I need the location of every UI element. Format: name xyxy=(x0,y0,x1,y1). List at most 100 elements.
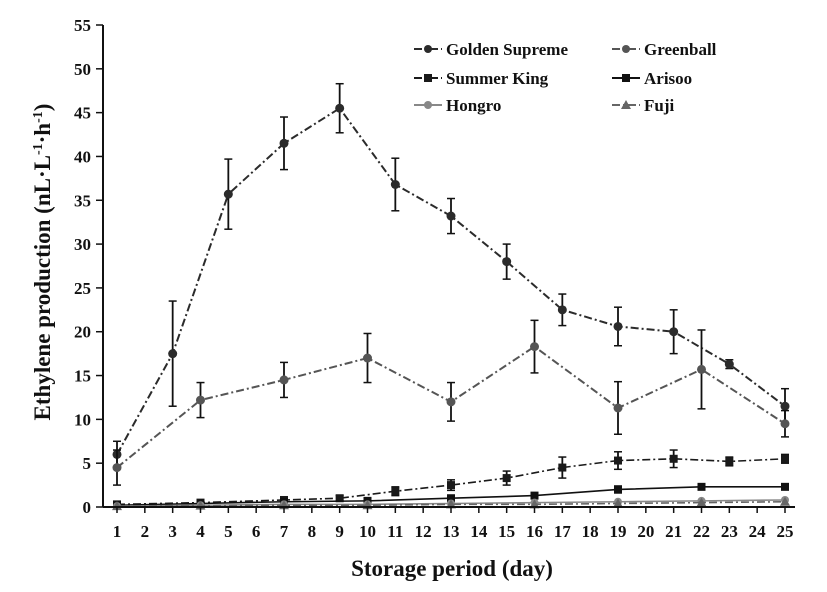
x-tick-label: 13 xyxy=(443,522,460,541)
legend-item: Fuji xyxy=(612,96,675,115)
x-tick-label: 2 xyxy=(141,522,150,541)
x-tick-label: 16 xyxy=(526,522,543,541)
y-tick-label: 25 xyxy=(74,279,91,298)
legend-label: Hongro xyxy=(446,96,501,115)
y-axis-title-mid: ·h xyxy=(30,123,55,144)
y-axis-title-sup1: -1 xyxy=(31,143,46,155)
data-point xyxy=(724,359,734,369)
data-point xyxy=(613,498,623,508)
data-point xyxy=(669,327,679,337)
x-tick-label: 23 xyxy=(721,522,738,541)
y-axis-title-prefix: Ethylene production (nL·L xyxy=(30,155,55,420)
y-tick-label: 10 xyxy=(74,410,91,429)
data-point xyxy=(335,494,344,503)
x-tick-label: 7 xyxy=(280,522,289,541)
data-point xyxy=(780,496,790,506)
data-point xyxy=(502,474,511,483)
x-tick-label: 14 xyxy=(470,522,488,541)
data-point xyxy=(725,457,734,466)
series-golden-supreme xyxy=(112,82,790,469)
x-tick-label: 12 xyxy=(415,522,432,541)
data-point xyxy=(502,257,512,267)
x-tick-label: 24 xyxy=(749,522,767,541)
data-point xyxy=(447,481,455,490)
x-tick-label: 17 xyxy=(554,522,572,541)
y-axis-title-sup2: -1 xyxy=(31,111,46,123)
x-tick-label: 8 xyxy=(308,522,317,541)
legend-marker xyxy=(622,74,630,82)
x-tick-label: 25 xyxy=(777,522,794,541)
data-point xyxy=(390,179,400,189)
y-tick-label: 50 xyxy=(74,60,91,79)
x-tick-label: 21 xyxy=(665,522,682,541)
legend-marker xyxy=(424,74,432,82)
axes xyxy=(96,24,795,513)
y-axis-title: Ethylene production (nL·L-1·h-1) xyxy=(30,104,55,421)
series-arisoo xyxy=(113,482,789,510)
x-tick-label: 5 xyxy=(224,522,233,541)
legend-item: Summer King xyxy=(414,69,549,88)
data-point xyxy=(669,454,678,463)
legend-label: Greenball xyxy=(644,40,717,59)
data-point xyxy=(613,403,623,413)
data-point xyxy=(557,305,567,315)
data-point xyxy=(335,103,345,113)
y-tick-label: 45 xyxy=(74,104,91,123)
y-tick-label: 20 xyxy=(74,323,91,342)
legend-marker xyxy=(621,100,631,109)
data-point xyxy=(780,401,790,411)
data-point xyxy=(697,482,706,491)
legend: Golden Supreme Greenball Summer King Arisoo… xyxy=(414,40,717,115)
series-line xyxy=(116,500,786,507)
data-point xyxy=(196,395,205,405)
y-axis-title-suffix: ) xyxy=(30,104,55,112)
y-tick-label: 5 xyxy=(83,454,92,473)
x-tick-label: 1 xyxy=(113,522,122,541)
legend-marker xyxy=(424,45,432,53)
legend-marker xyxy=(424,101,432,109)
data-point xyxy=(223,189,233,199)
data-point xyxy=(780,419,790,429)
data-point xyxy=(530,342,539,352)
legend-marker xyxy=(622,45,630,53)
y-tick-label: 35 xyxy=(74,191,91,210)
x-tick-label: 18 xyxy=(582,522,599,541)
legend-item: Golden Supreme xyxy=(414,40,568,59)
y-tick-label: 40 xyxy=(74,147,91,166)
data-point xyxy=(446,397,456,407)
x-tick-label: 11 xyxy=(387,522,403,541)
data-point xyxy=(447,494,455,503)
legend-item: Arisoo xyxy=(612,69,692,88)
data-point xyxy=(614,485,622,494)
data-point xyxy=(614,456,622,465)
x-tick-label: 4 xyxy=(196,522,205,541)
legend-item: Hongro xyxy=(414,96,501,115)
y-tick-label: 15 xyxy=(74,367,91,386)
x-tick-label: 9 xyxy=(335,522,344,541)
x-tick-label: 15 xyxy=(498,522,515,541)
data-point xyxy=(363,353,372,363)
y-tick-labels: 0 5 10 15 20 25 30 35 40 45 50 55 xyxy=(74,16,91,517)
data-point xyxy=(530,491,539,500)
x-tick-label: 3 xyxy=(168,522,177,541)
y-tick-label: 30 xyxy=(74,235,91,254)
data-point xyxy=(279,375,289,385)
legend-label: Golden Supreme xyxy=(446,40,568,59)
series-greenball xyxy=(112,319,790,486)
data-point xyxy=(168,349,178,359)
data-point xyxy=(613,321,623,331)
legend-label: Fuji xyxy=(644,96,675,115)
y-tick-label: 0 xyxy=(83,498,92,517)
legend-item: Greenball xyxy=(612,40,717,59)
data-point xyxy=(446,211,456,221)
data-point xyxy=(391,487,400,496)
x-tick-label: 10 xyxy=(359,522,376,541)
legend-label: Arisoo xyxy=(644,69,692,88)
x-axis-title: Storage period (day) xyxy=(351,556,553,581)
data-point xyxy=(781,454,789,463)
data-point xyxy=(558,463,567,472)
x-tick-label: 22 xyxy=(693,522,710,541)
data-point xyxy=(781,482,789,491)
x-tick-label: 6 xyxy=(252,522,261,541)
